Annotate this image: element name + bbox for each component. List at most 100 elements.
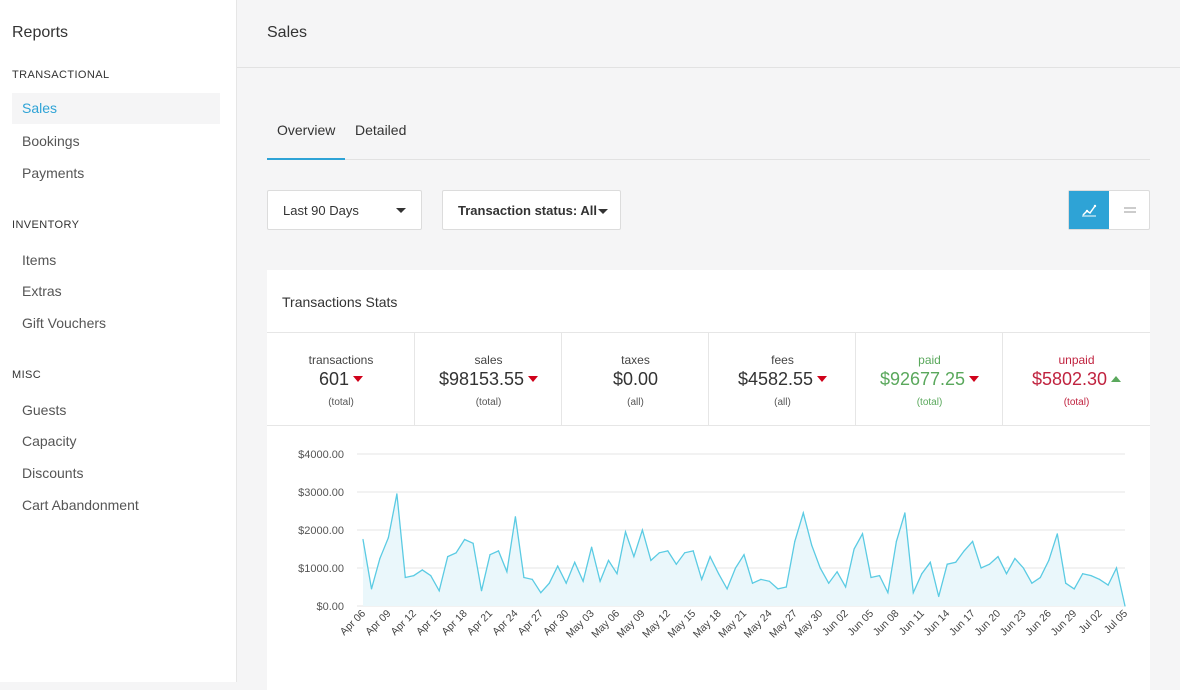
data-point — [692, 550, 694, 552]
stat-sub: (total) — [916, 397, 943, 408]
x-tick-label: Jun 11 — [897, 608, 927, 638]
data-point — [413, 575, 415, 577]
data-point — [464, 538, 466, 541]
data-point — [963, 550, 965, 552]
stat-value: $0.00 — [612, 369, 659, 389]
y-tick-label: $4000.00 — [298, 449, 344, 461]
data-point — [624, 531, 627, 533]
list-view-button[interactable] — [1109, 191, 1149, 229]
data-point — [506, 571, 508, 573]
transactions-stats-card: Transactions Stats transactions 601 (tot… — [267, 270, 1150, 690]
data-point — [777, 588, 779, 590]
transaction-status-label: Transaction status: All — [458, 203, 597, 218]
data-point — [548, 582, 550, 584]
sidebar-item-discounts[interactable]: Discounts — [22, 465, 84, 481]
data-point — [785, 586, 787, 588]
data-point — [1115, 567, 1118, 569]
transaction-status-dropdown[interactable]: Transaction status: All — [442, 190, 621, 230]
data-point — [980, 567, 982, 569]
data-point — [997, 556, 999, 558]
data-point — [751, 582, 754, 584]
tab-detailed[interactable]: Detailed — [355, 122, 407, 138]
data-point — [421, 569, 423, 571]
data-point — [1014, 557, 1016, 560]
data-point — [870, 576, 872, 579]
view-toggle — [1068, 190, 1150, 230]
trend-down-icon — [817, 376, 828, 382]
stats-row: transactions 601 (total) sales $98153.55… — [267, 332, 1150, 426]
data-point — [497, 550, 500, 552]
data-point — [1031, 582, 1033, 584]
sidebar-section-misc: MISC — [12, 369, 42, 381]
sidebar-item-items[interactable]: Items — [22, 252, 57, 268]
data-point — [650, 559, 652, 561]
stat-unpaid: unpaid $5802.30 (total) — [1002, 333, 1150, 425]
chart-view-button[interactable] — [1069, 191, 1109, 229]
stat-taxes: taxes $0.00 (all) — [561, 333, 709, 425]
data-point — [633, 556, 635, 558]
data-point — [387, 537, 389, 539]
data-point — [718, 573, 720, 575]
stat-label: transactions — [308, 353, 374, 367]
stat-sales: sales $98153.55 (total) — [414, 333, 562, 425]
x-tick-label: Apr 09 — [363, 608, 393, 638]
stat-label: unpaid — [1058, 353, 1095, 367]
x-tick-label: Jul 05 — [1102, 608, 1130, 636]
data-point — [904, 512, 906, 514]
sidebar-section-inventory: INVENTORY — [12, 219, 80, 231]
trend-down-icon — [969, 376, 980, 382]
x-tick-label: Jun 14 — [922, 608, 953, 639]
x-tick-label: Jun 23 — [998, 608, 1029, 639]
data-point — [1124, 605, 1126, 607]
chevron-down-icon — [396, 208, 406, 213]
data-point — [972, 540, 974, 542]
stat-value: $4582.55 — [709, 369, 856, 390]
data-point — [853, 548, 855, 550]
stat-sub: (all) — [774, 397, 791, 408]
list-icon — [1124, 207, 1136, 213]
sidebar-item-extras[interactable]: Extras — [22, 283, 62, 299]
data-point — [861, 533, 864, 535]
sidebar-item-gift-vouchers[interactable]: Gift Vouchers — [22, 315, 107, 331]
stat-paid: paid $92677.25 (total) — [855, 333, 1003, 425]
data-point — [895, 540, 898, 542]
data-point — [701, 578, 703, 580]
sidebar-item-capacity[interactable]: Capacity — [22, 433, 77, 449]
x-tick-label: Apr 27 — [516, 608, 546, 638]
tab-overview[interactable]: Overview — [277, 122, 336, 138]
data-point — [828, 582, 830, 584]
sidebar-title: Reports — [12, 24, 69, 41]
data-point — [811, 544, 813, 546]
data-point — [845, 586, 847, 588]
data-point — [887, 592, 889, 594]
data-point — [1022, 567, 1024, 569]
data-point — [929, 561, 931, 563]
data-point — [988, 563, 991, 565]
data-point — [480, 590, 483, 592]
data-point — [582, 580, 584, 582]
date-range-dropdown[interactable]: Last 90 Days — [267, 190, 422, 230]
page-header: Sales — [237, 0, 1180, 68]
x-tick-label: Jul 02 — [1076, 608, 1104, 636]
data-point — [447, 556, 449, 558]
sidebar-item-payments[interactable]: Payments — [22, 165, 85, 181]
stat-sub: (total) — [475, 397, 502, 408]
x-tick-label: Jun 17 — [947, 608, 978, 639]
sidebar-item-cart-abandonment[interactable]: Cart Abandonment — [22, 497, 139, 513]
stat-label: fees — [771, 353, 794, 367]
stat-label: taxes — [621, 353, 650, 367]
data-point — [531, 578, 533, 580]
data-point — [472, 542, 474, 544]
tab-bar: Overview Detailed — [267, 110, 1150, 160]
sidebar-item-guests[interactable]: Guests — [22, 402, 67, 418]
data-point — [455, 552, 457, 554]
data-point — [734, 567, 737, 569]
sidebar-item-sales[interactable]: Sales — [12, 93, 220, 124]
sidebar-item-bookings[interactable]: Bookings — [22, 133, 80, 149]
stat-value: $5802.30 — [1003, 369, 1150, 390]
x-tick-label: Apr 15 — [414, 608, 444, 638]
data-point — [591, 546, 593, 548]
data-point — [438, 590, 440, 592]
y-tick-label: $1000.00 — [298, 563, 344, 575]
date-range-label: Last 90 Days — [283, 203, 359, 218]
